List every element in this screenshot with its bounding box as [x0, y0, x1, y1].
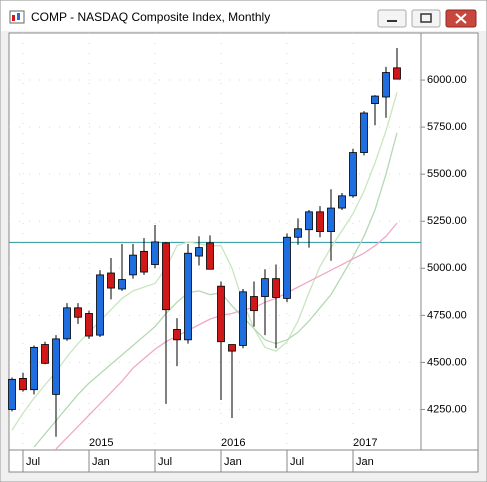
candle-body — [30, 346, 38, 391]
candle-body — [129, 254, 137, 276]
y-tick-label: 4250.00 — [427, 403, 467, 415]
candle-body — [206, 242, 214, 270]
window-title: COMP - NASDAQ Composite Index, Monthly — [31, 10, 270, 24]
candle-body — [393, 67, 401, 80]
candle-body — [162, 242, 170, 311]
candle-body — [283, 236, 291, 299]
chart: 4250.00 4500.00 4750.00 5000.00 5250.00 5500.… — [8, 33, 467, 472]
candle-body — [19, 378, 27, 391]
maximize-button[interactable] — [411, 9, 441, 28]
candle-body — [184, 252, 192, 341]
close-button[interactable] — [445, 9, 477, 28]
x-tick-label: Jul — [290, 456, 304, 468]
candle-body — [151, 241, 159, 265]
candle-body — [371, 95, 379, 104]
candle-body — [217, 285, 225, 343]
candle-body — [316, 211, 324, 232]
candle-body — [140, 250, 148, 273]
candle-body — [8, 378, 16, 410]
candle-body — [327, 207, 335, 232]
candle-body — [349, 152, 357, 197]
moving-average-line — [55, 222, 398, 450]
plot-area — [8, 32, 422, 451]
x-tick-label: Jul — [26, 456, 40, 468]
candle-body — [107, 272, 115, 289]
moving-average-line — [11, 92, 398, 431]
candle-body — [85, 313, 93, 337]
x-tick-label: Jan — [92, 456, 110, 468]
candle-body — [118, 279, 126, 290]
price-axis — [420, 32, 479, 451]
y-tick-label: 6000.00 — [427, 74, 467, 86]
candle-body — [272, 278, 280, 298]
x-tick-label: Jan — [356, 456, 374, 468]
minimize-button[interactable] — [377, 9, 407, 28]
y-tick-label: 4750.00 — [427, 309, 467, 321]
candle-body — [96, 274, 104, 336]
candle-body — [63, 307, 71, 340]
y-tick-label: 5250.00 — [427, 215, 467, 227]
candle-body — [239, 291, 247, 346]
y-tick-label: 5000.00 — [427, 262, 467, 274]
candle-body — [261, 278, 269, 297]
app-icon — [9, 10, 25, 24]
y-tick-label: 5750.00 — [427, 121, 467, 133]
candle-body — [195, 247, 203, 257]
candle-body — [41, 344, 49, 364]
candle-body — [338, 195, 346, 209]
candle-body — [173, 329, 181, 341]
candle-body — [52, 338, 60, 395]
time-axis — [8, 449, 479, 473]
year-label: 2016 — [221, 437, 245, 449]
candle-body — [250, 296, 258, 312]
y-tick-label: 4500.00 — [427, 356, 467, 368]
year-label: 2015 — [89, 437, 113, 449]
year-label: 2017 — [353, 437, 377, 449]
candle-body — [360, 112, 368, 153]
candle-body — [294, 228, 302, 238]
candle-body — [74, 307, 82, 318]
candle-body — [305, 211, 313, 231]
candle-body — [382, 72, 390, 98]
candle-body — [228, 344, 236, 352]
x-tick-label: Jul — [158, 456, 172, 468]
y-tick-label: 5500.00 — [427, 168, 467, 180]
moving-average-line — [33, 132, 398, 448]
x-tick-label: Jan — [224, 456, 242, 468]
